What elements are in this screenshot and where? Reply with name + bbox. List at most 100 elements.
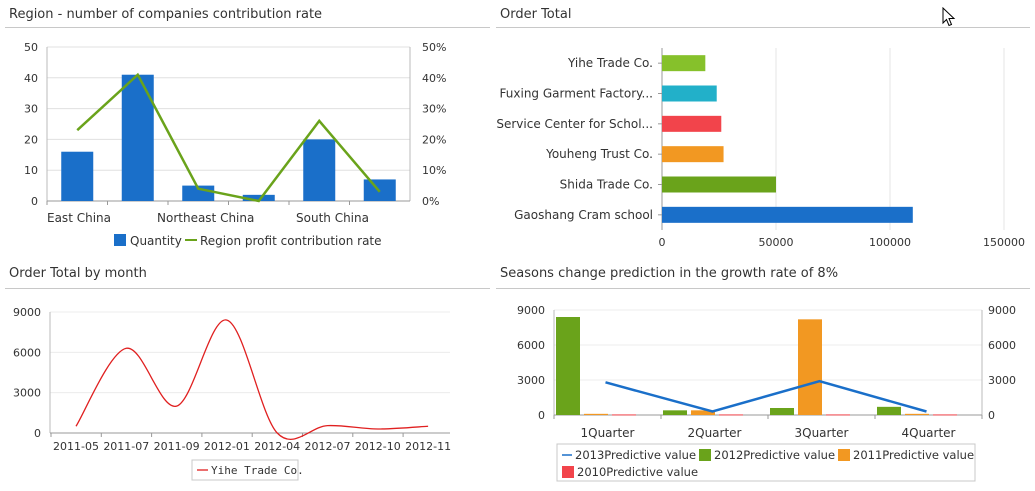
y-right-tick-label: 50% [422,41,446,54]
bar [556,317,580,415]
y-tick-label: 9000 [13,306,41,319]
title-divider [5,27,490,28]
y-left-tick-label: 0 [538,409,545,422]
by-month-panel: Order Total by month 0 3000 6000 9000 2011-0… [0,260,490,491]
y-right-tick-label: 0% [422,195,439,208]
x-tick-label: 1Quarter [581,426,635,440]
series-line [76,72,381,203]
x-tick-label: 2012-11 [405,440,451,453]
legend-label: 2011Predictive value [853,448,974,462]
y-right-tick-label: 10% [422,164,446,177]
y-tick-label: Service Center for Schol... [496,117,653,131]
y-right-tick-label: 9000 [988,304,1016,317]
x-tick-label: 2012-10 [355,440,401,453]
x-tick-label: 2012-07 [305,440,351,453]
bar [691,410,715,415]
legend-label: 2012Predictive value [714,448,835,462]
bar [770,408,794,415]
panel-title: Seasons change prediction in the growth … [500,266,839,281]
bar [905,413,929,415]
y-tick-label: Shida Trade Co. [560,178,653,192]
bar [662,55,706,72]
panel-title: Order Total by month [9,266,147,281]
bar [662,146,724,163]
bar [662,206,913,223]
bar [719,414,743,416]
panel-title: Order Total [500,7,572,22]
series-line [75,319,429,440]
y-left-tick-label: 40 [24,72,38,85]
x-tick-label: 2012-01 [204,440,250,453]
y-right-tick-label: 20% [422,133,446,146]
x-tick-label: 100000 [869,236,911,249]
seasons-chart: 0 0 3000 3000 6000 6000 9000 9000 1Quarter 2Quart… [517,304,1016,482]
legend-swatch-bar [699,449,711,461]
x-tick-label: 2011-05 [53,440,99,453]
x-tick-label: 2011-09 [154,440,200,453]
mouse-pointer-icon [942,6,956,31]
x-tick-label: East China [47,211,111,225]
x-tick-label: 150000 [983,236,1025,249]
legend-box [191,459,299,481]
panel-title: Region - number of companies contributio… [9,7,323,22]
by-month-chart: 0 3000 6000 9000 2011-05 2011-07 2011-09 2012-0… [13,306,451,481]
x-tick-label: 2Quarter [688,426,742,440]
y-left-tick-label: 6000 [517,339,545,352]
y-left-tick-label: 10 [24,164,38,177]
bar [877,406,901,415]
legend-label: Yihe Trade Co. [211,464,304,477]
bar [826,414,850,416]
x-tick-label: 3Quarter [795,426,849,440]
y-right-tick-label: 0 [988,409,995,422]
legend-label: 2013Predictive value [575,448,696,462]
x-tick-label: 50000 [759,236,794,249]
order-total-panel: Order Total 0 50000 100000 150000 Yihe Trade… [496,0,1035,260]
region-panel: Region - number of companies contributio… [0,0,490,260]
x-tick-label: 0 [659,236,666,249]
legend-box [556,443,976,482]
legend-swatch-bar [838,449,850,461]
legend-swatch-bar [114,234,126,246]
y-left-tick-label: 3000 [517,374,545,387]
y-tick-label: Youheng Trust Co. [545,147,653,161]
y-left-tick-label: 50 [24,41,38,54]
y-left-tick-label: 9000 [517,304,545,317]
bar [933,414,957,416]
seasons-panel: Seasons change prediction in the growth … [496,260,1035,491]
y-tick-label: Gaoshang Cram school [514,208,653,222]
x-tick-label: 4Quarter [902,426,956,440]
region-chart: 0 0% 10 10% 20 20% 30 30% 40 40% 50 50% East China No… [24,41,446,248]
bar [584,413,608,415]
title-divider [496,288,1030,289]
legend-label: 2010Predictive value [577,465,698,479]
bar [612,414,636,416]
bar [61,151,94,201]
bar [662,85,717,102]
x-tick-label: 2012-04 [254,440,300,453]
legend-label: Region profit contribution rate [200,234,382,248]
bar [798,319,822,415]
bar [242,194,275,201]
series-line [605,379,927,413]
x-tick-label: Northeast China [157,211,254,225]
bar [662,176,776,193]
x-tick-label: South China [296,211,369,225]
y-tick-label: Yihe Trade Co. [567,56,653,70]
bar [303,139,336,201]
title-divider [496,27,1030,28]
y-tick-label: 0 [34,427,41,440]
title-divider [5,288,490,289]
x-tick-label: 2011-07 [103,440,149,453]
y-right-tick-label: 3000 [988,374,1016,387]
y-right-tick-label: 6000 [988,339,1016,352]
y-right-tick-label: 30% [422,103,446,116]
y-tick-label: Fuxing Garment Factory... [500,87,653,101]
legend-label: Quantity [130,234,182,248]
legend-swatch-bar [562,466,574,478]
y-tick-label: 3000 [13,387,41,400]
y-left-tick-label: 20 [24,133,38,146]
bar [663,410,687,415]
y-right-tick-label: 40% [422,72,446,85]
y-left-tick-label: 0 [31,195,38,208]
y-left-tick-label: 30 [24,103,38,116]
